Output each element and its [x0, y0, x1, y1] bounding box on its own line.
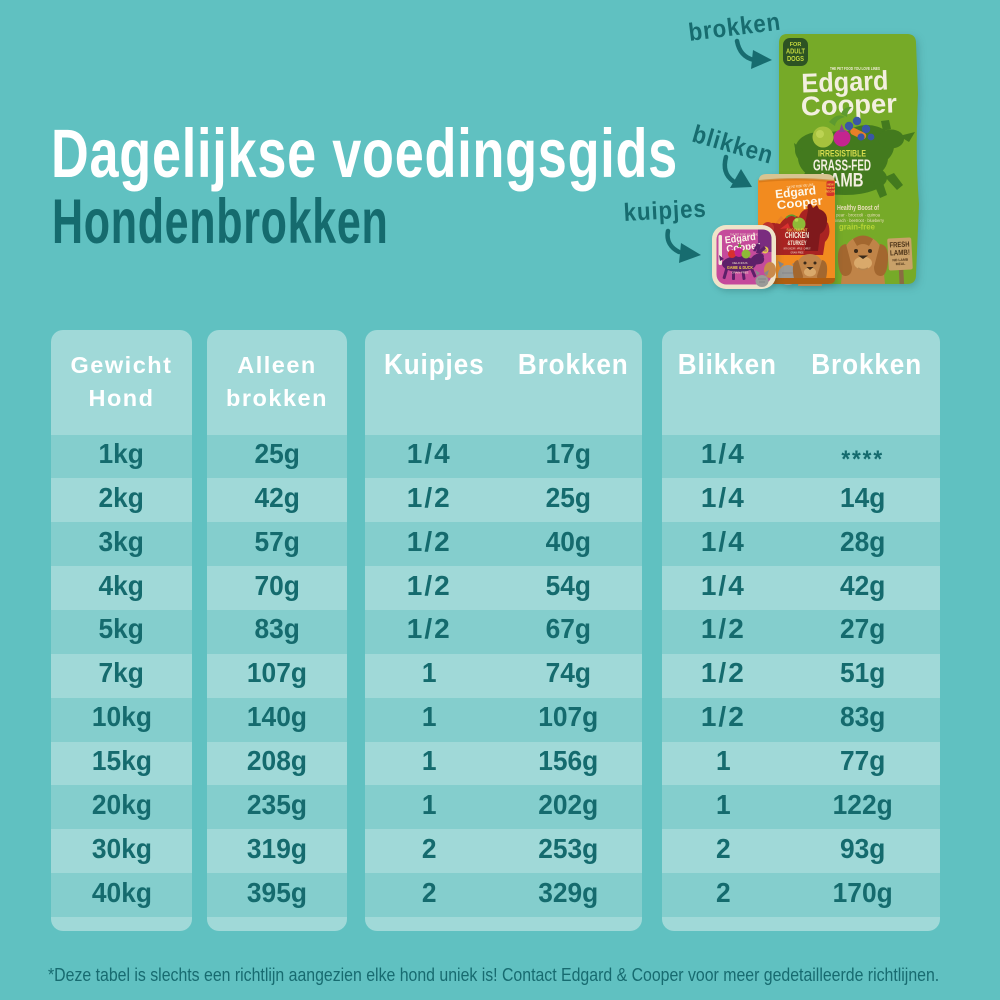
svg-text:Healthy Boost of: Healthy Boost of [837, 205, 879, 212]
svg-text:TASTY: TASTY [826, 186, 835, 190]
svg-text:ADULT: ADULT [786, 49, 806, 56]
svg-text:SUCCULENT: SUCCULENT [786, 228, 807, 233]
svg-text:GRAIN FREE: GRAIN FREE [790, 251, 803, 255]
svg-text:DOGS: DOGS [787, 56, 804, 63]
svg-text:THE PET FOOD YOU LOVE: THE PET FOOD YOU LOVE [786, 183, 814, 190]
svg-text:CHICKEN: CHICKEN [785, 231, 809, 240]
svg-text:THE PET FOOD YOU LOVE: THE PET FOOD YOU LOVE [730, 233, 758, 237]
svg-text:GAME & DUCK: GAME & DUCK [727, 265, 754, 270]
svg-text:spinach · beetroot · blueberry: spinach · beetroot · blueberry [832, 218, 885, 223]
svg-text:MEAL: MEAL [896, 262, 906, 266]
svg-text:DELICIOUS: DELICIOUS [732, 261, 747, 265]
svg-text:Edgard: Edgard [801, 65, 889, 98]
svg-text:GRASS-FED: GRASS-FED [813, 158, 871, 175]
svg-text:NEW: NEW [827, 183, 834, 187]
svg-text:Edgard: Edgard [724, 232, 756, 247]
svg-text:THE PET FOOD YOU LOVE LINES: THE PET FOOD YOU LOVE LINES [830, 66, 880, 71]
svg-text:GRAIN FREE: GRAIN FREE [731, 271, 748, 275]
svg-text:grain-free: grain-free [839, 222, 875, 232]
svg-text:WITH CHICORY · APPLE · CARROT: WITH CHICORY · APPLE · CARROT [783, 247, 810, 251]
svg-text:Edgard: Edgard [774, 183, 816, 201]
svg-text:FRESH: FRESH [889, 239, 909, 249]
svg-text:&TURKEY: &TURKEY [787, 240, 807, 247]
svg-text:LAMB!: LAMB! [890, 247, 910, 257]
svg-text:NO: NO [763, 249, 768, 253]
svg-text:NO LAMB: NO LAMB [892, 258, 909, 263]
svg-text:pear · broccoli · quinoa: pear · broccoli · quinoa [836, 213, 880, 218]
svg-text:Cooper: Cooper [800, 88, 897, 121]
svg-text:FOR: FOR [790, 42, 802, 48]
svg-text:RECIPE: RECIPE [825, 190, 834, 194]
svg-text:IRRESISTIBLE: IRRESISTIBLE [818, 149, 866, 159]
